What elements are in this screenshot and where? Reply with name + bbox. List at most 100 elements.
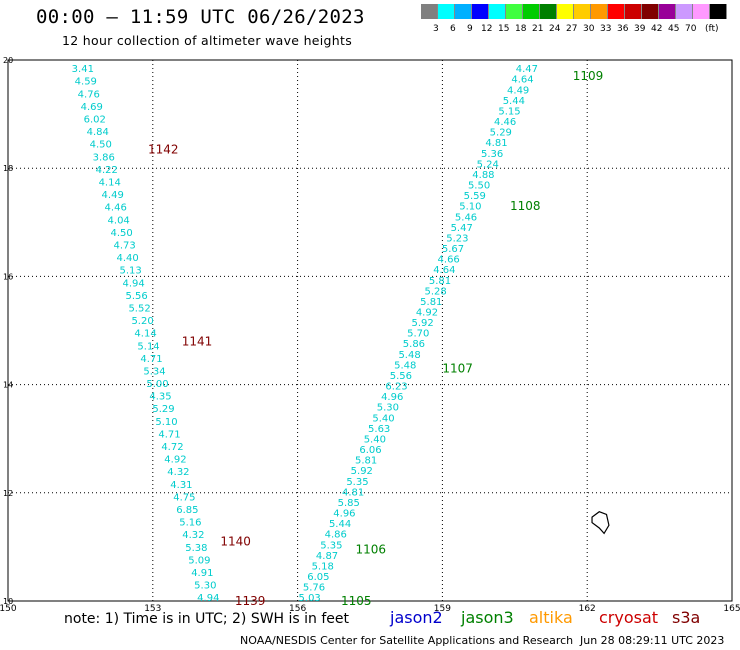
wave-height-value: 6.23 <box>385 382 407 393</box>
y-tick-label: 18 <box>3 164 13 173</box>
wave-height-value: 5.59 <box>464 191 486 202</box>
wave-height-value: 4.66 <box>438 255 460 266</box>
legend-swatch <box>455 4 472 19</box>
pass-number-label: 1108 <box>510 199 541 213</box>
legend-swatch <box>540 4 557 19</box>
wave-height-value: 4.96 <box>381 392 403 403</box>
x-tick-label: 162 <box>579 604 596 614</box>
legend-label: 18 <box>515 24 527 34</box>
wave-height-value: 5.81 <box>429 276 451 287</box>
satellite-name-cryosat: cryosat <box>599 608 659 627</box>
wave-height-value: 5.29 <box>152 404 174 415</box>
legend-swatch <box>591 4 608 19</box>
wave-height-value: 5.34 <box>143 366 165 377</box>
legend-label: 30 <box>583 24 595 34</box>
legend-label: 24 <box>549 24 561 34</box>
pass-number-label: 1109 <box>573 69 604 83</box>
wave-height-value: 4.91 <box>191 568 213 579</box>
satellite-name-jason2: jason2 <box>390 608 443 627</box>
wave-height-value: 4.40 <box>116 253 138 264</box>
wave-height-value: 4.75 <box>173 492 195 503</box>
wave-height-value: 5.56 <box>125 291 147 302</box>
legend-swatch <box>625 4 642 19</box>
legend-label: 21 <box>532 24 544 34</box>
wave-height-value: 5.63 <box>368 424 390 435</box>
wave-height-value: 5.47 <box>451 223 473 234</box>
wave-height-value: 4.92 <box>164 455 186 466</box>
y-tick-label: 16 <box>3 272 13 281</box>
legend-swatch <box>557 4 574 19</box>
legend-label: 36 <box>617 24 629 34</box>
wave-height-value: 4.96 <box>333 509 355 520</box>
wave-height-value: 5.35 <box>320 540 342 551</box>
legend-swatch <box>506 4 523 19</box>
wave-height-value: 4.92 <box>416 308 438 319</box>
legend-swatch <box>676 4 693 19</box>
wave-height-value: 4.73 <box>114 240 136 251</box>
wave-height-value: 5.48 <box>394 360 416 371</box>
legend-label: 33 <box>600 24 612 34</box>
wave-height-value: 4.46 <box>105 203 127 214</box>
legend-unit: (ft) <box>705 24 719 34</box>
wave-height-value: 4.50 <box>90 140 112 151</box>
y-tick-label: 14 <box>3 381 13 390</box>
legend-swatch <box>693 4 710 19</box>
legend-label: 9 <box>467 24 473 34</box>
wave-height-value: 5.92 <box>411 318 433 329</box>
legend-swatch <box>438 4 455 19</box>
wave-height-value: 5.44 <box>503 96 525 107</box>
wave-height-value: 4.76 <box>78 89 100 100</box>
wave-height-value: 5.03 <box>299 593 321 604</box>
legend-swatch <box>472 4 489 19</box>
wave-height-value: 5.44 <box>329 519 351 530</box>
wave-height-value: 5.16 <box>179 518 201 529</box>
x-tick-label: 156 <box>289 604 306 614</box>
legend-swatch <box>608 4 625 19</box>
legend-label: 45 <box>668 24 680 34</box>
wave-height-value: 4.64 <box>433 265 455 276</box>
wave-height-value: 4.31 <box>170 480 192 491</box>
pass-number-label: 1141 <box>182 334 213 348</box>
wave-height-value: 4.49 <box>102 190 124 201</box>
wave-height-value: 5.70 <box>407 329 429 340</box>
wave-height-value: 5.67 <box>442 244 464 255</box>
y-tick-label: 12 <box>3 489 13 498</box>
wave-height-value: 6.06 <box>359 445 381 456</box>
legend-label: 15 <box>498 24 510 34</box>
wave-height-value: 4.04 <box>108 215 130 226</box>
legend-label: 39 <box>634 24 646 34</box>
wave-height-value: 4.46 <box>494 117 516 128</box>
legend-swatch <box>710 4 727 19</box>
footer-note: note: 1) Time is in UTC; 2) SWH is in fe… <box>64 611 350 627</box>
wave-height-value: 4.81 <box>485 138 507 149</box>
wave-height-value: 6.85 <box>176 505 198 516</box>
satellite-name-jason3: jason3 <box>461 608 514 627</box>
y-tick-label: 10 <box>3 597 13 606</box>
satellite-name-s3a: s3a <box>672 608 701 627</box>
y-tick-label: 20 <box>3 56 13 65</box>
x-tick-label: 153 <box>144 604 161 614</box>
wave-height-value: 5.36 <box>481 149 503 160</box>
map-frame <box>7 59 733 602</box>
wave-height-value: 3.86 <box>93 152 115 163</box>
wave-height-value: 4.35 <box>149 392 171 403</box>
page-title: 00:00 – 11:59 UTC 06/26/2023 <box>36 6 365 28</box>
wave-height-value: 3.41 <box>72 64 94 75</box>
satellite-name-altika: altika <box>529 608 573 627</box>
wave-height-value: 5.10 <box>459 202 481 213</box>
credit-line: NOAA/NESDIS Center for Satellite Applica… <box>240 634 574 647</box>
wave-height-value: 6.02 <box>84 115 106 126</box>
wave-height-value: 5.24 <box>477 159 499 170</box>
wave-height-value: 4.81 <box>342 487 364 498</box>
wave-height-value: 4.22 <box>96 165 118 176</box>
pass-number-label: 1139 <box>235 594 266 608</box>
wave-height-value: 5.38 <box>185 543 207 554</box>
wave-height-value: 5.15 <box>498 106 520 117</box>
wave-height-value: 5.35 <box>346 477 368 488</box>
wave-height-value: 4.47 <box>516 64 538 75</box>
wave-height-value: 5.46 <box>455 212 477 223</box>
wave-height-value: 5.81 <box>355 456 377 467</box>
wave-height-value: 4.71 <box>140 354 162 365</box>
wave-height-value: 4.71 <box>158 429 180 440</box>
